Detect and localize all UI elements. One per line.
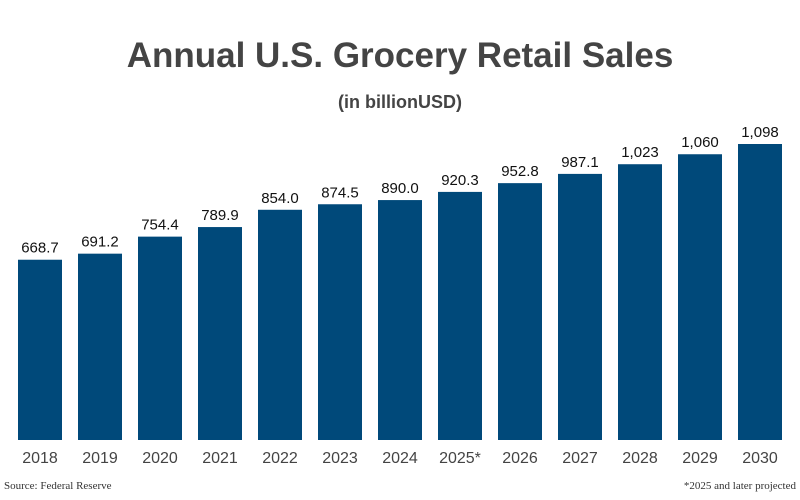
data-label: 920.3 [441, 172, 479, 189]
data-label: 952.8 [501, 163, 539, 180]
data-label: 754.4 [141, 217, 179, 234]
x-tick-label: 2018 [22, 450, 58, 467]
bar-2029 [678, 154, 722, 440]
x-tick-label: 2020 [142, 450, 178, 467]
bar-2021 [198, 227, 242, 440]
bar-2020 [138, 236, 182, 440]
x-tick-label: 2024 [382, 450, 418, 467]
data-label: 874.5 [321, 184, 359, 201]
x-tick-label: 2026 [502, 450, 538, 467]
bar-2026 [498, 183, 542, 440]
bar-2019 [78, 253, 122, 440]
x-tick-label: 2025* [439, 450, 481, 467]
bar-2018 [18, 259, 62, 440]
projection-note: *2025 and later projected [683, 480, 796, 492]
x-tick-label: 2030 [742, 450, 778, 467]
data-label: 1,023 [621, 144, 659, 161]
bar-2024 [378, 200, 422, 440]
bar-2025* [438, 191, 482, 440]
data-label: 668.7 [21, 240, 59, 257]
x-tick-label: 2019 [82, 450, 118, 467]
data-label: 854.0 [261, 190, 299, 207]
bar-2023 [318, 204, 362, 440]
data-label: 987.1 [561, 154, 599, 171]
bar-2027 [558, 173, 602, 440]
source-note: Source: Federal Reserve [4, 480, 112, 492]
bar-2022 [258, 209, 302, 440]
bar-2028 [618, 164, 662, 441]
data-label: 789.9 [201, 207, 239, 224]
data-label: 1,098 [741, 124, 779, 141]
data-label: 890.0 [381, 180, 419, 197]
chart-subtitle: (in billionUSD) [338, 92, 462, 112]
chart-title: Annual U.S. Grocery Retail Sales [126, 36, 674, 75]
x-tick-label: 2027 [562, 450, 598, 467]
x-tick-label: 2022 [262, 450, 298, 467]
data-label: 1,060 [681, 134, 719, 151]
x-tick-label: 2029 [682, 450, 718, 467]
bar-2030 [738, 144, 782, 440]
x-tick-label: 2023 [322, 450, 358, 467]
x-tick-label: 2021 [202, 450, 238, 467]
data-label: 691.2 [81, 234, 119, 251]
x-tick-label: 2028 [622, 450, 658, 467]
